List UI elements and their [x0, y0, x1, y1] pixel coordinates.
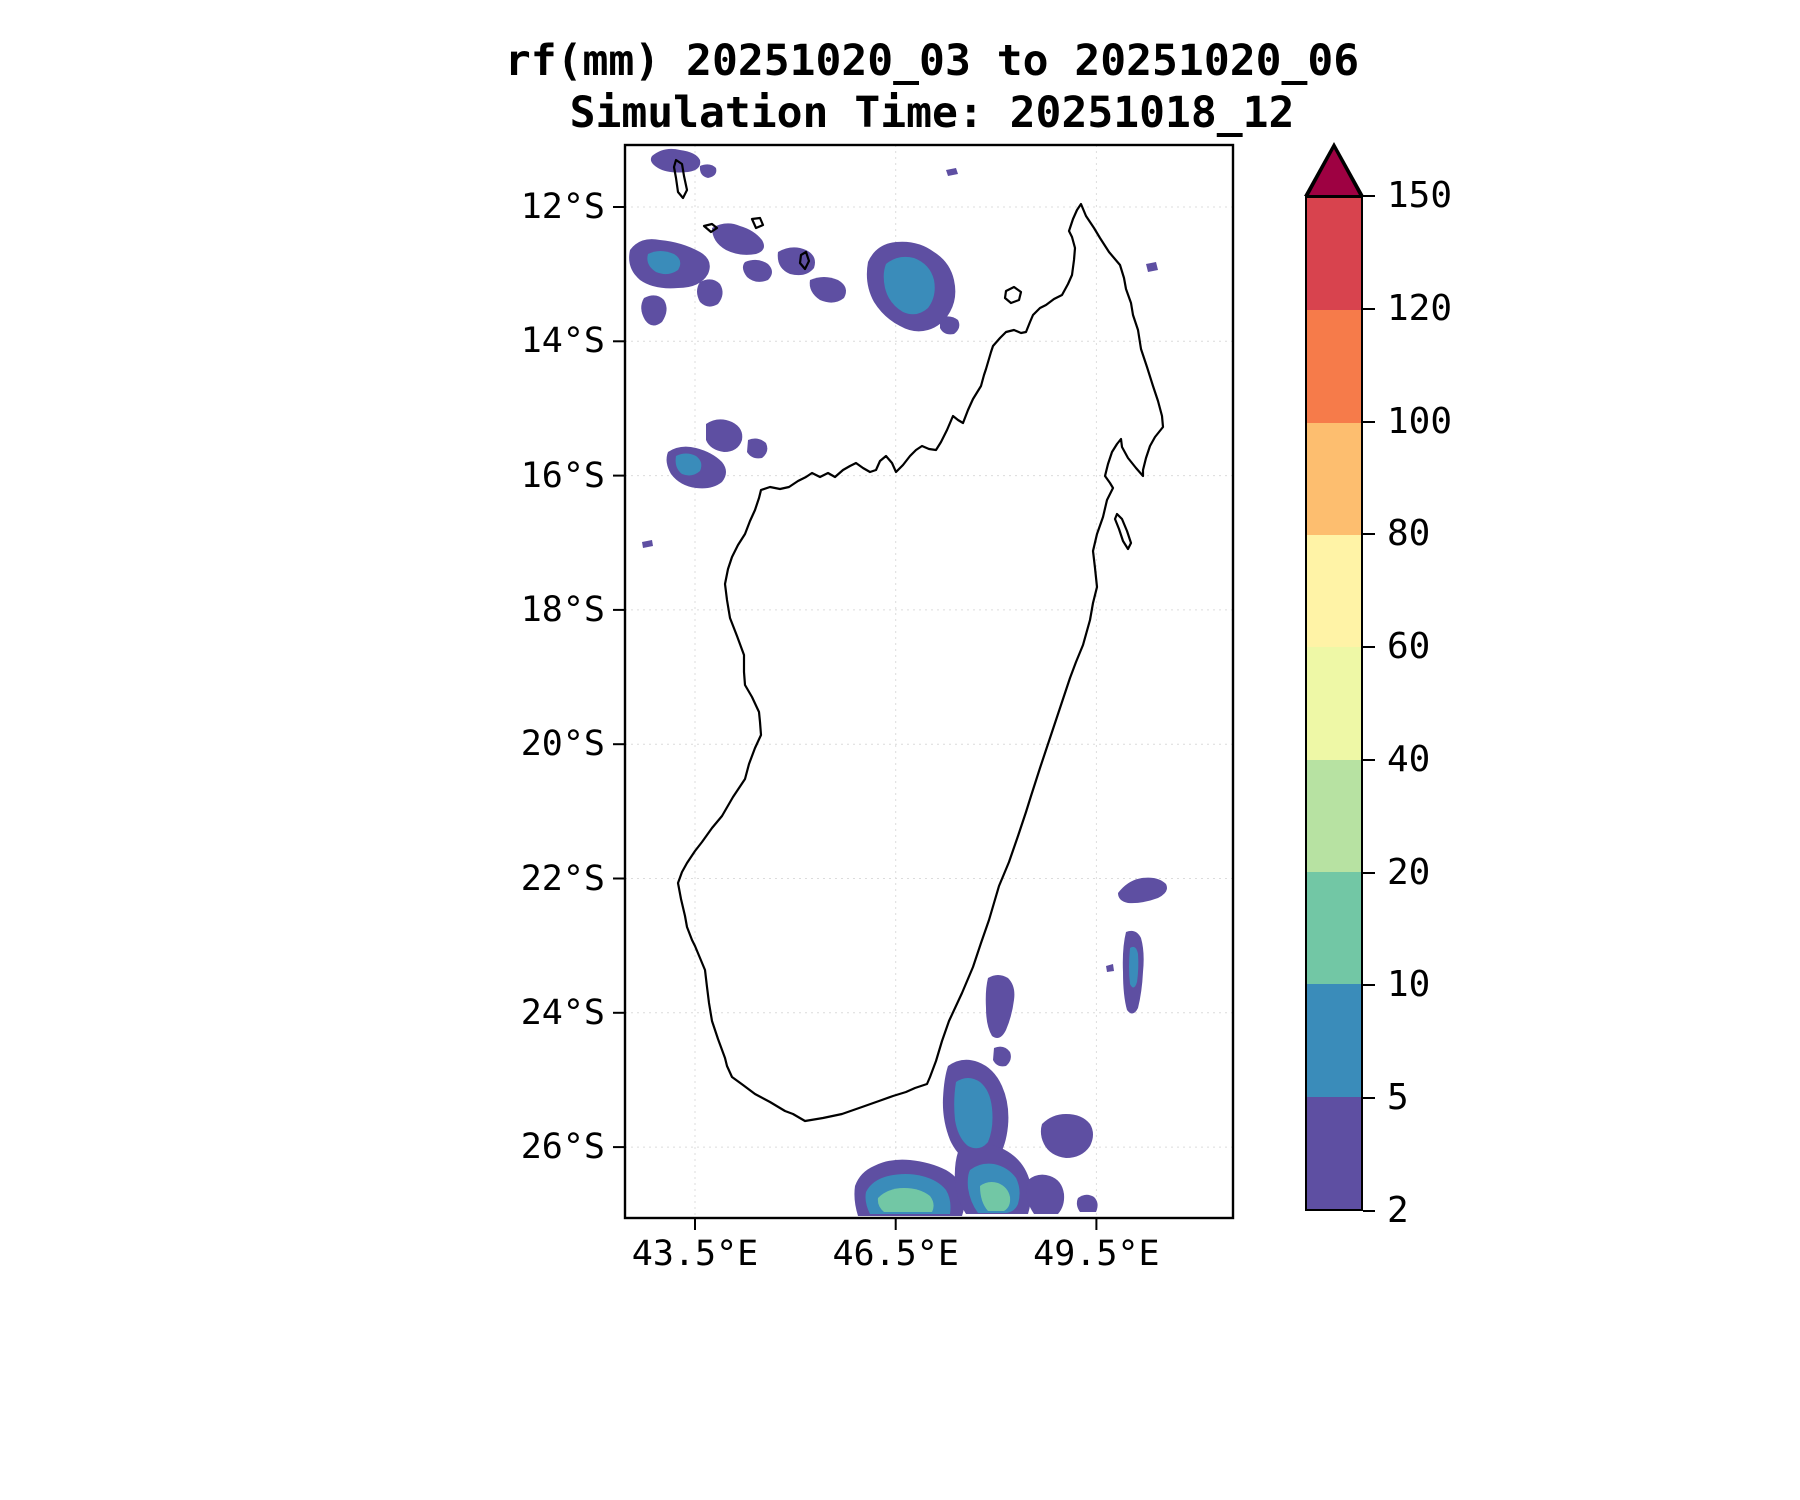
colorbar-tickmark: [1363, 1097, 1375, 1100]
colorbar-tickmark: [1363, 984, 1375, 987]
colorbar-tickmark: [1363, 758, 1375, 761]
colorbar-tick-label: 10: [1387, 964, 1431, 1006]
colorbar-tick-label: 60: [1387, 626, 1431, 668]
colorbar-segment: [1307, 871, 1361, 985]
colorbar-segment: [1307, 647, 1361, 760]
colorbar-segment: [1307, 198, 1361, 311]
lat-tick-label: 26°S: [520, 1127, 605, 1168]
plot-frame: [623, 143, 1235, 1220]
colorbar-segment: [1307, 422, 1361, 535]
colorbar-tickmark: [1363, 195, 1375, 197]
colorbar-segment: [1307, 1096, 1361, 1209]
colorbar-tickmark: [1363, 1210, 1375, 1212]
lon-tick-label: 43.5°E: [631, 1234, 759, 1274]
colorbar-tick-label: 120: [1387, 287, 1453, 329]
colorbar-body: [1305, 196, 1363, 1211]
colorbar-segment: [1307, 534, 1361, 648]
colorbar-tick-label: 40: [1387, 738, 1431, 780]
colorbar-tick-label: 5: [1387, 1077, 1409, 1119]
colorbar-tickmark: [1363, 871, 1375, 874]
colorbar-tickmark: [1363, 420, 1375, 423]
rainfall-patches-2-5mm: [629, 148, 1167, 1216]
lat-tick-label: 18°S: [520, 589, 605, 630]
lat-tick-label: 16°S: [520, 455, 605, 496]
mayotte-outline: [798, 250, 811, 271]
axis-ticks: [613, 206, 1098, 1230]
anjouan-outline: [750, 216, 765, 230]
lon-tick-label: 49.5°E: [1033, 1234, 1160, 1274]
colorbar-over-arrow: [1309, 149, 1359, 195]
lat-tick-label: 20°S: [520, 724, 605, 765]
sainte-marie-island-outline: [1113, 512, 1133, 551]
rainfall-patches-10-20mm: [877, 1182, 1011, 1212]
lat-tick-label: 12°S: [520, 187, 605, 227]
rainfall-patches-5-10mm: [647, 251, 1139, 1214]
colorbar-segment: [1307, 984, 1361, 1097]
colorbar-tickmark: [1363, 533, 1375, 536]
lon-tick-label: 46.5°E: [832, 1234, 959, 1274]
colorbar-tick-label: 150: [1387, 175, 1453, 216]
colorbar-segment: [1307, 759, 1361, 872]
lat-tick-label: 14°S: [520, 321, 605, 362]
colorbar-tick-label: 100: [1387, 400, 1453, 442]
colorbar-tick-label: 80: [1387, 513, 1431, 555]
madagascar-outline: [672, 158, 1165, 1123]
colorbar-segment: [1307, 310, 1361, 423]
colorbar-tickmark: [1363, 307, 1375, 310]
colorbar-tick-label: 2: [1387, 1190, 1409, 1231]
colorbar-tickmark: [1363, 646, 1375, 649]
lat-tick-label: 24°S: [520, 992, 605, 1033]
moheli-outline: [702, 222, 719, 234]
graticule: [625, 145, 1233, 1218]
nosy-be-island-outline: [1003, 285, 1023, 305]
colorbar-tick-label: 20: [1387, 851, 1431, 893]
figure-subtitle: Simulation Time: 20251018_12: [569, 88, 1295, 138]
figure-title: rf(mm) 20251020_03 to 20251020_06: [504, 36, 1360, 86]
grande-comore-outline: [672, 158, 689, 200]
lat-tick-label: 22°S: [520, 858, 605, 899]
